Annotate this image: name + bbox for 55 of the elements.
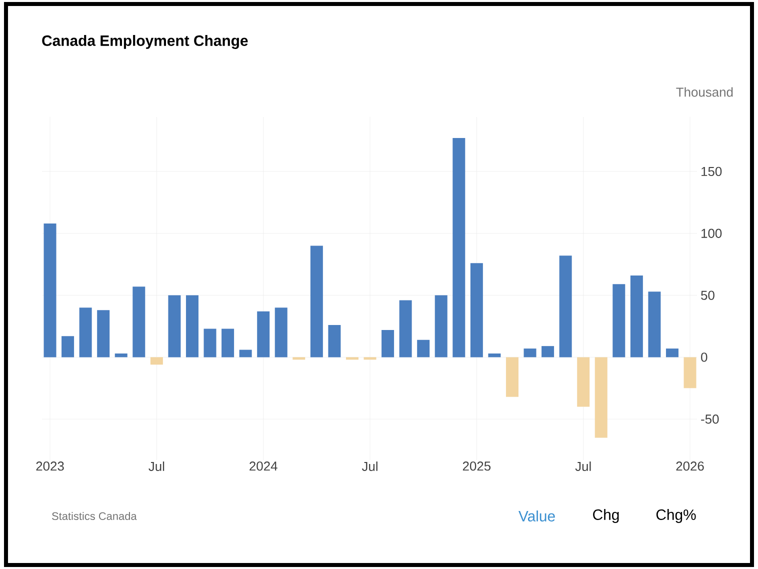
bar bbox=[346, 357, 358, 360]
text: Chg bbox=[593, 509, 619, 523]
bar bbox=[186, 295, 198, 358]
bar bbox=[382, 330, 394, 358]
bar bbox=[488, 353, 501, 358]
bar bbox=[399, 300, 412, 358]
bar bbox=[79, 308, 92, 358]
x-tick-label: 2025 bbox=[462, 462, 491, 471]
y-tick-label: 150 bbox=[702, 166, 722, 176]
bar bbox=[666, 348, 678, 358]
text: Statistics Canada bbox=[52, 512, 137, 520]
text: Value bbox=[518, 510, 555, 522]
y-axis-title: Thousand bbox=[676, 87, 733, 97]
bar bbox=[204, 328, 216, 358]
bar bbox=[470, 263, 483, 358]
bar bbox=[257, 311, 270, 358]
x-tick-label: 2026 bbox=[676, 462, 704, 471]
bar bbox=[577, 357, 590, 407]
bar bbox=[132, 286, 146, 358]
bar bbox=[97, 310, 110, 358]
bar bbox=[310, 246, 323, 358]
bar bbox=[612, 284, 626, 358]
bar bbox=[292, 357, 306, 360]
bar bbox=[274, 308, 288, 358]
bar bbox=[434, 295, 448, 358]
x-tick-label: 2024 bbox=[250, 462, 278, 471]
bar bbox=[648, 292, 661, 358]
bar bbox=[630, 275, 643, 358]
y-tick-label: -50 bbox=[701, 414, 719, 424]
bar bbox=[114, 353, 128, 358]
bar bbox=[364, 357, 376, 360]
bar bbox=[417, 340, 430, 358]
bar bbox=[222, 328, 234, 358]
bar bbox=[239, 350, 252, 358]
bar bbox=[452, 138, 466, 358]
bar bbox=[168, 295, 181, 358]
y-tick-label: 0 bbox=[701, 352, 708, 362]
bar bbox=[506, 357, 518, 397]
x-tick-label: Jul bbox=[362, 462, 378, 472]
bar bbox=[594, 357, 608, 438]
bar bbox=[44, 223, 56, 358]
chart-title: Canada Employment Change bbox=[42, 34, 248, 49]
x-tick-label: 2023 bbox=[36, 462, 64, 471]
bar bbox=[684, 357, 696, 388]
x-tick-label: Jul bbox=[148, 462, 164, 472]
bar bbox=[62, 336, 74, 358]
bar bbox=[542, 346, 554, 358]
y-tick-label: 100 bbox=[702, 228, 722, 238]
bar bbox=[150, 357, 163, 365]
bar bbox=[328, 325, 341, 358]
bar bbox=[524, 348, 536, 358]
x-tick-label: Jul bbox=[575, 462, 591, 472]
bar bbox=[559, 256, 572, 358]
text: Chg% bbox=[656, 509, 696, 523]
y-tick-label: 50 bbox=[701, 290, 714, 300]
